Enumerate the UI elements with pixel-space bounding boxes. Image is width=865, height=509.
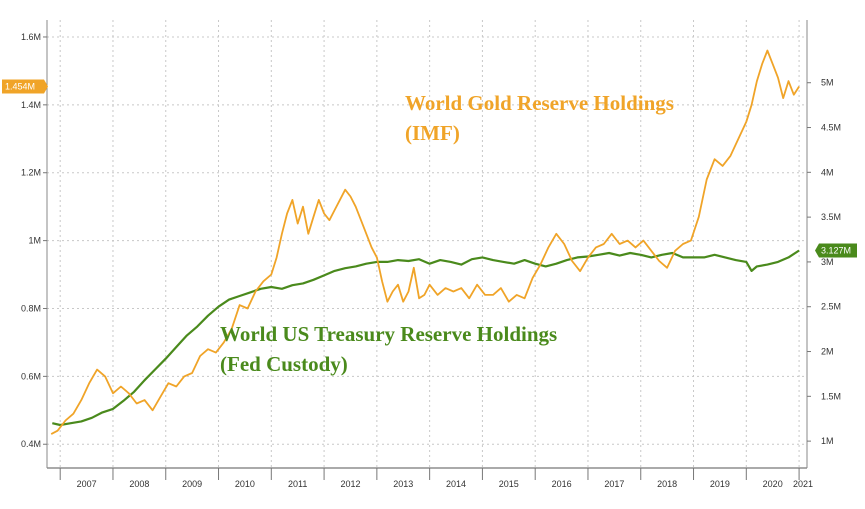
right-tick-label: 2.5M	[821, 302, 841, 312]
right-tick-label: 3M	[821, 257, 834, 267]
right-tick-label: 2M	[821, 347, 834, 357]
x-tick-label: 2012	[340, 479, 360, 489]
x-tick-label: 2020	[763, 479, 783, 489]
x-tick-label: 2017	[604, 479, 624, 489]
x-tick-label: 2016	[552, 479, 572, 489]
last-value-badge-treasury	[815, 243, 857, 258]
x-tick-label: 2014	[446, 479, 466, 489]
plot-area	[47, 20, 807, 468]
right-tick-label: 5M	[821, 78, 834, 88]
series-line-gold	[50, 49, 800, 435]
annotation-gold-line2: (IMF)	[405, 121, 460, 145]
right-tick-label: 1M	[821, 436, 834, 446]
x-tick-label: 2007	[77, 479, 97, 489]
x-ticks: 2007 2008 2009 2010 2011 2012 2013 2014 2015 2016…	[59, 468, 813, 489]
left-tick-label: 1.4M	[21, 100, 41, 110]
left-tick-label: 1.2M	[21, 168, 41, 178]
x-tick-label: 2009	[182, 479, 202, 489]
x-tick-label: 2008	[129, 479, 149, 489]
last-value-label-treasury: 3.127M	[821, 246, 851, 256]
left-tick-label: 0.4M	[21, 439, 41, 449]
last-value-badge-gold	[2, 79, 48, 94]
left-tick-label: 0.8M	[21, 303, 41, 313]
x-tick-label: 2011	[288, 479, 307, 489]
x-tick-label: 2019	[710, 479, 730, 489]
x-tick-label: 2013	[393, 479, 413, 489]
annotation-gold-line1: World Gold Reserve Holdings	[405, 91, 674, 115]
right-tick-label: 4M	[821, 167, 834, 177]
x-tick-label: 2015	[499, 479, 519, 489]
last-value-badges: 1.454M 3.127M	[2, 79, 857, 258]
x-tick-label: 2018	[657, 479, 677, 489]
annotation-treasury-line1: World US Treasury Reserve Holdings	[220, 322, 557, 346]
right-tick-label: 1.5M	[821, 391, 841, 401]
x-tick-label: 2021	[793, 479, 813, 489]
left-tick-label: 1M	[28, 236, 41, 246]
series-line-treasury	[52, 249, 800, 427]
x-tick-label: 2010	[235, 479, 255, 489]
series	[50, 49, 800, 435]
last-value-label-gold: 1.454M	[5, 82, 35, 92]
right-y-ticks: 1M 1.5M 2M 2.5M 3M 3.5M 4M 4.5M 5M	[807, 78, 841, 446]
right-tick-label: 3.5M	[821, 212, 841, 222]
grid-lines	[47, 20, 807, 468]
right-tick-label: 4.5M	[821, 123, 841, 133]
left-tick-label: 1.6M	[21, 32, 41, 42]
axes	[46, 20, 808, 469]
left-y-ticks: 0.4M 0.6M 0.8M 1M 1.2M 1.4M 1.6M	[21, 32, 47, 449]
annotation-treasury-line2: (Fed Custody)	[220, 352, 348, 376]
left-tick-label: 0.6M	[21, 371, 41, 381]
annotations: World Gold Reserve Holdings (IMF) World …	[220, 91, 674, 376]
